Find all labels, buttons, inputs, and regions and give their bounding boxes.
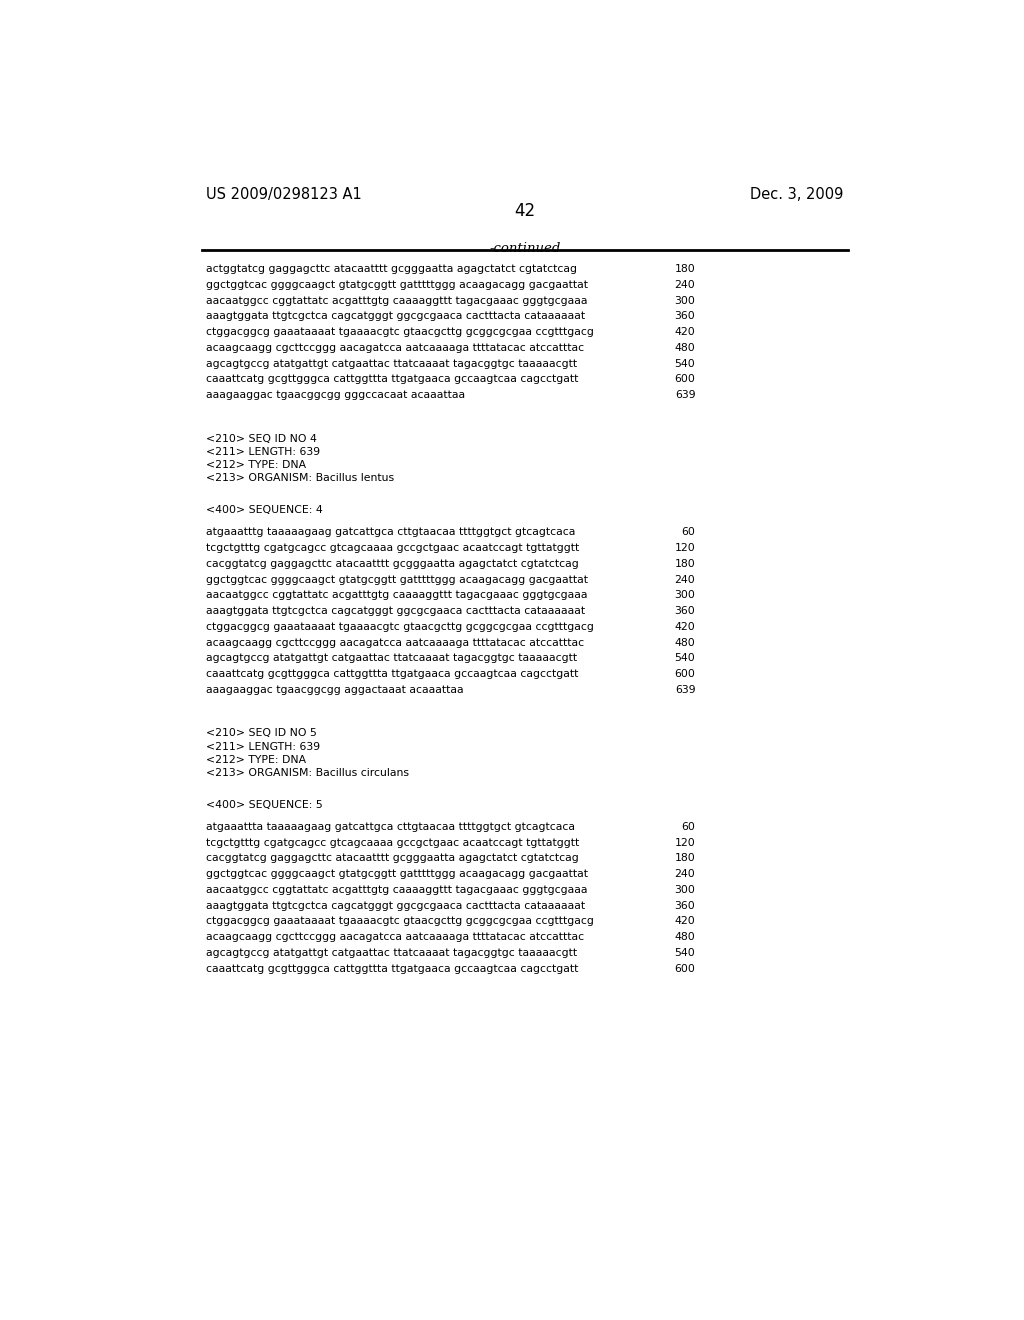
Text: 120: 120 [675,838,695,847]
Text: acaagcaagg cgcttccggg aacagatcca aatcaaaaga ttttatacac atccatttac: acaagcaagg cgcttccggg aacagatcca aatcaaa… [206,343,584,352]
Text: caaattcatg gcgttgggca cattggttta ttgatgaaca gccaagtcaa cagcctgatt: caaattcatg gcgttgggca cattggttta ttgatga… [206,964,579,974]
Text: 180: 180 [675,558,695,569]
Text: <210> SEQ ID NO 4: <210> SEQ ID NO 4 [206,434,316,444]
Text: -continued: -continued [489,242,560,255]
Text: <213> ORGANISM: Bacillus lentus: <213> ORGANISM: Bacillus lentus [206,474,394,483]
Text: aacaatggcc cggtattatc acgatttgtg caaaaggttt tagacgaaac gggtgcgaaa: aacaatggcc cggtattatc acgatttgtg caaaagg… [206,590,588,601]
Text: caaattcatg gcgttgggca cattggttta ttgatgaaca gccaagtcaa cagcctgatt: caaattcatg gcgttgggca cattggttta ttgatga… [206,375,579,384]
Text: 600: 600 [675,669,695,678]
Text: aaagtggata ttgtcgctca cagcatgggt ggcgcgaaca cactttacta cataaaaaat: aaagtggata ttgtcgctca cagcatgggt ggcgcga… [206,606,585,616]
Text: cacggtatcg gaggagcttc atacaatttt gcgggaatta agagctatct cgtatctcag: cacggtatcg gaggagcttc atacaatttt gcgggaa… [206,558,579,569]
Text: <211> LENGTH: 639: <211> LENGTH: 639 [206,742,319,751]
Text: aaagtggata ttgtcgctca cagcatgggt ggcgcgaaca cactttacta cataaaaaat: aaagtggata ttgtcgctca cagcatgggt ggcgcga… [206,312,585,321]
Text: <212> TYPE: DNA: <212> TYPE: DNA [206,461,306,470]
Text: agcagtgccg atatgattgt catgaattac ttatcaaaat tagacggtgc taaaaacgtt: agcagtgccg atatgattgt catgaattac ttatcaa… [206,948,577,958]
Text: <211> LENGTH: 639: <211> LENGTH: 639 [206,447,319,457]
Text: 300: 300 [675,296,695,306]
Text: 360: 360 [675,900,695,911]
Text: 600: 600 [675,964,695,974]
Text: 420: 420 [675,916,695,927]
Text: 420: 420 [675,622,695,632]
Text: 300: 300 [675,884,695,895]
Text: ggctggtcac ggggcaagct gtatgcggtt gatttttggg acaagacagg gacgaattat: ggctggtcac ggggcaagct gtatgcggtt gattttt… [206,574,588,585]
Text: 120: 120 [675,543,695,553]
Text: atgaaatttg taaaaagaag gatcattgca cttgtaacaa ttttggtgct gtcagtcaca: atgaaatttg taaaaagaag gatcattgca cttgtaa… [206,527,575,537]
Text: ctggacggcg gaaataaaat tgaaaacgtc gtaacgcttg gcggcgcgaa ccgtttgacg: ctggacggcg gaaataaaat tgaaaacgtc gtaacgc… [206,622,594,632]
Text: 540: 540 [675,653,695,663]
Text: ggctggtcac ggggcaagct gtatgcggtt gatttttggg acaagacagg gacgaattat: ggctggtcac ggggcaagct gtatgcggtt gattttt… [206,869,588,879]
Text: 420: 420 [675,327,695,337]
Text: 540: 540 [675,359,695,368]
Text: 480: 480 [675,343,695,352]
Text: <212> TYPE: DNA: <212> TYPE: DNA [206,755,306,764]
Text: 480: 480 [675,932,695,942]
Text: US 2009/0298123 A1: US 2009/0298123 A1 [206,187,361,202]
Text: tcgctgtttg cgatgcagcc gtcagcaaaa gccgctgaac acaatccagt tgttatggtt: tcgctgtttg cgatgcagcc gtcagcaaaa gccgctg… [206,838,579,847]
Text: 360: 360 [675,312,695,321]
Text: caaattcatg gcgttgggca cattggttta ttgatgaaca gccaagtcaa cagcctgatt: caaattcatg gcgttgggca cattggttta ttgatga… [206,669,579,678]
Text: ctggacggcg gaaataaaat tgaaaacgtc gtaacgcttg gcggcgcgaa ccgtttgacg: ctggacggcg gaaataaaat tgaaaacgtc gtaacgc… [206,327,594,337]
Text: ggctggtcac ggggcaagct gtatgcggtt gatttttggg acaagacagg gacgaattat: ggctggtcac ggggcaagct gtatgcggtt gattttt… [206,280,588,290]
Text: acaagcaagg cgcttccggg aacagatcca aatcaaaaga ttttatacac atccatttac: acaagcaagg cgcttccggg aacagatcca aatcaaa… [206,638,584,648]
Text: aaagtggata ttgtcgctca cagcatgggt ggcgcgaaca cactttacta cataaaaaat: aaagtggata ttgtcgctca cagcatgggt ggcgcga… [206,900,585,911]
Text: 180: 180 [675,264,695,275]
Text: tcgctgtttg cgatgcagcc gtcagcaaaa gccgctgaac acaatccagt tgttatggtt: tcgctgtttg cgatgcagcc gtcagcaaaa gccgctg… [206,543,579,553]
Text: 60: 60 [682,527,695,537]
Text: 540: 540 [675,948,695,958]
Text: actggtatcg gaggagcttc atacaatttt gcgggaatta agagctatct cgtatctcag: actggtatcg gaggagcttc atacaatttt gcgggaa… [206,264,577,275]
Text: acaagcaagg cgcttccggg aacagatcca aatcaaaaga ttttatacac atccatttac: acaagcaagg cgcttccggg aacagatcca aatcaaa… [206,932,584,942]
Text: <213> ORGANISM: Bacillus circulans: <213> ORGANISM: Bacillus circulans [206,768,409,777]
Text: 639: 639 [675,685,695,694]
Text: 240: 240 [675,869,695,879]
Text: 60: 60 [682,822,695,832]
Text: <210> SEQ ID NO 5: <210> SEQ ID NO 5 [206,729,316,738]
Text: <400> SEQUENCE: 5: <400> SEQUENCE: 5 [206,800,323,809]
Text: 240: 240 [675,574,695,585]
Text: 240: 240 [675,280,695,290]
Text: aaagaaggac tgaacggcgg gggccacaat acaaattaa: aaagaaggac tgaacggcgg gggccacaat acaaatt… [206,391,465,400]
Text: 42: 42 [514,202,536,220]
Text: 360: 360 [675,606,695,616]
Text: cacggtatcg gaggagcttc atacaatttt gcgggaatta agagctatct cgtatctcag: cacggtatcg gaggagcttc atacaatttt gcgggaa… [206,854,579,863]
Text: 300: 300 [675,590,695,601]
Text: aacaatggcc cggtattatc acgatttgtg caaaaggttt tagacgaaac gggtgcgaaa: aacaatggcc cggtattatc acgatttgtg caaaagg… [206,884,588,895]
Text: Dec. 3, 2009: Dec. 3, 2009 [751,187,844,202]
Text: aacaatggcc cggtattatc acgatttgtg caaaaggttt tagacgaaac gggtgcgaaa: aacaatggcc cggtattatc acgatttgtg caaaagg… [206,296,588,306]
Text: 180: 180 [675,854,695,863]
Text: 600: 600 [675,375,695,384]
Text: atgaaattta taaaaagaag gatcattgca cttgtaacaa ttttggtgct gtcagtcaca: atgaaattta taaaaagaag gatcattgca cttgtaa… [206,822,574,832]
Text: aaagaaggac tgaacggcgg aggactaaat acaaattaa: aaagaaggac tgaacggcgg aggactaaat acaaatt… [206,685,464,694]
Text: agcagtgccg atatgattgt catgaattac ttatcaaaat tagacggtgc taaaaacgtt: agcagtgccg atatgattgt catgaattac ttatcaa… [206,359,577,368]
Text: 639: 639 [675,391,695,400]
Text: agcagtgccg atatgattgt catgaattac ttatcaaaat tagacggtgc taaaaacgtt: agcagtgccg atatgattgt catgaattac ttatcaa… [206,653,577,663]
Text: ctggacggcg gaaataaaat tgaaaacgtc gtaacgcttg gcggcgcgaa ccgtttgacg: ctggacggcg gaaataaaat tgaaaacgtc gtaacgc… [206,916,594,927]
Text: 480: 480 [675,638,695,648]
Text: <400> SEQUENCE: 4: <400> SEQUENCE: 4 [206,504,323,515]
